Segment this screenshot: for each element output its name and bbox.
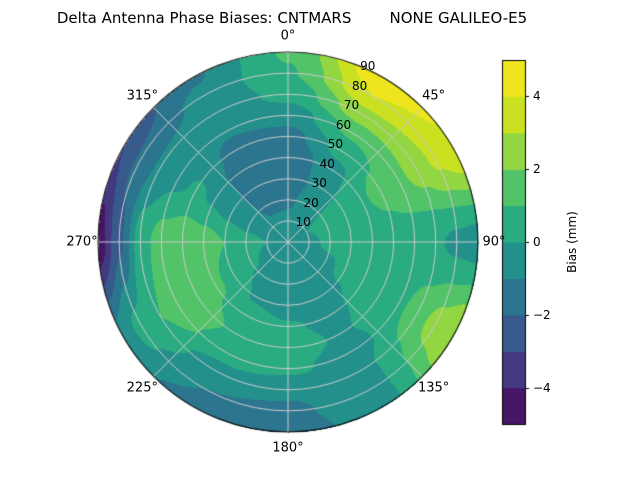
colorbar-tick-label: 4 bbox=[533, 89, 541, 104]
angular-tick-label: 0° bbox=[280, 28, 296, 44]
radial-tick-label: 70 bbox=[343, 98, 360, 113]
angular-tick-label: 135° bbox=[417, 380, 450, 396]
radial-tick-label: 30 bbox=[311, 176, 327, 191]
angular-tick-label: 90° bbox=[482, 234, 506, 250]
radial-tick-label: 80 bbox=[351, 78, 368, 93]
angular-tick-label: 315° bbox=[126, 88, 158, 104]
colorbar-tick-label: 0 bbox=[533, 235, 541, 249]
angular-tick-label: 270° bbox=[66, 234, 98, 250]
angular-tick-label: 225° bbox=[126, 380, 158, 396]
chart-title: Delta Antenna Phase Biases: CNTMARS NONE… bbox=[56, 9, 528, 27]
radial-tick-label: 10 bbox=[295, 215, 311, 230]
colorbar-tick-label: 2 bbox=[533, 162, 541, 177]
radial-tick-label: 90 bbox=[360, 59, 376, 74]
colorbar-tick-label: −2 bbox=[533, 307, 551, 322]
colorbar-tick-label: −4 bbox=[533, 380, 551, 395]
radial-tick-label: 20 bbox=[303, 195, 319, 210]
angular-tick-label: 45° bbox=[422, 88, 446, 104]
angular-tick-label: 180° bbox=[272, 440, 304, 456]
colorbar-label: Bias (mm) bbox=[565, 211, 579, 273]
radial-tick-label: 60 bbox=[335, 117, 352, 132]
radial-tick-label: 50 bbox=[327, 137, 344, 152]
radial-tick-label: 40 bbox=[319, 156, 335, 171]
